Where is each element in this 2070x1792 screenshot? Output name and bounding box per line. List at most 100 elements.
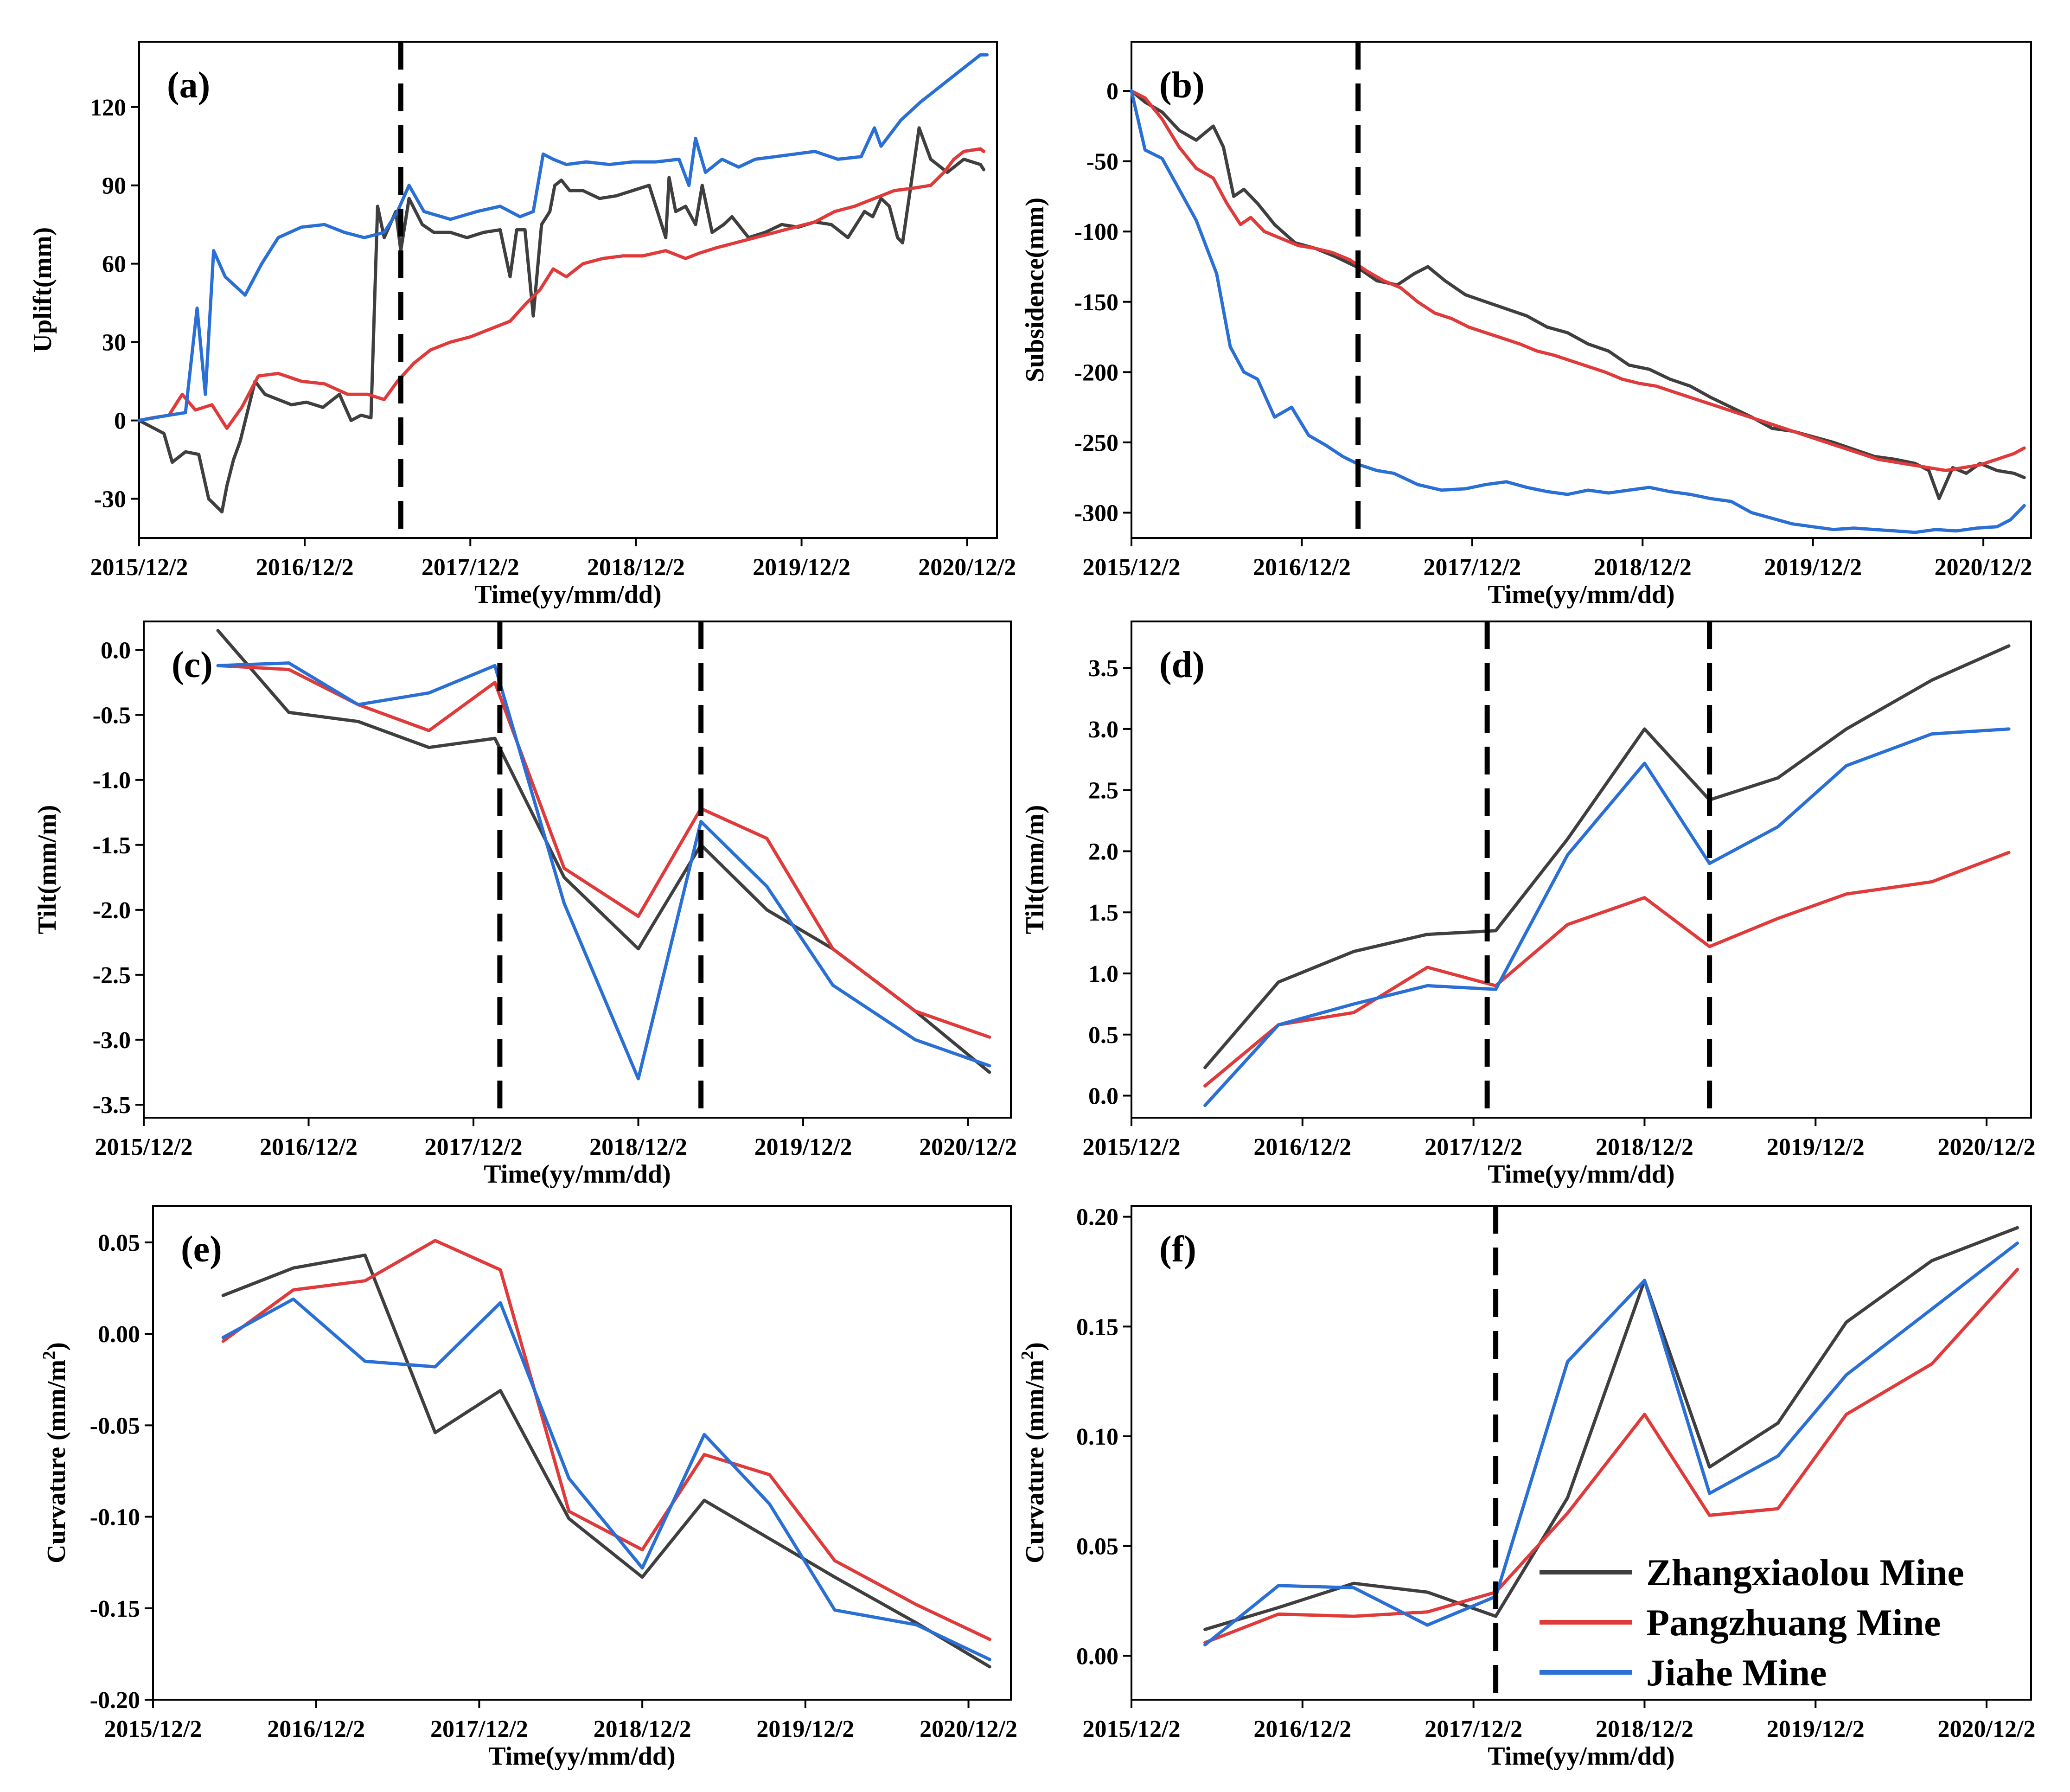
legend-label-zhangxiaolou: Zhangxiaolou Mine [1646, 1551, 1964, 1594]
panel-b: 2015/12/2 2016/12/2 2017/12/2 2018/12/2 2019… [1021, 41, 2032, 609]
series-line-jiahe [137, 53, 989, 422]
y-tick-label: 0.05 [1076, 1534, 1118, 1560]
x-tick-label: 2017/12/2 [430, 1716, 528, 1742]
y-axis-title: Uplift(mm) [28, 227, 57, 353]
legend: Zhangxiaolou Mine Pangzhuang Mine Jiahe Mi… [1540, 1551, 1964, 1694]
series-line-pangzhuang [1130, 89, 2026, 472]
y-tick-label: -0.05 [90, 1413, 140, 1439]
y-tick-label: 0.20 [1076, 1204, 1118, 1231]
y-tick-label: 0.5 [1088, 1022, 1118, 1049]
x-tick-label: 2020/12/2 [919, 1134, 1017, 1160]
y-tick-label: -50 [1086, 149, 1118, 175]
y-tick-label: -150 [1074, 289, 1118, 316]
x-tick-label: 2016/12/2 [1253, 554, 1351, 581]
series-line-zhangxiaolou [1130, 89, 2026, 500]
plot-frame [152, 1205, 1012, 1701]
panel-label: (c) [172, 645, 213, 685]
legend-label-jiahe: Jiahe Mine [1646, 1651, 1827, 1694]
x-tick-label: 2017/12/2 [422, 554, 519, 581]
x-tick-label: 2019/12/2 [1764, 554, 1862, 581]
y-tick-label: 0.15 [1076, 1314, 1118, 1340]
x-tick-label: 2016/12/2 [1253, 1134, 1351, 1160]
x-tick-label: 2018/12/2 [589, 1134, 687, 1160]
panel-e: 2015/12/2 2016/12/2 2017/12/2 2018/12/2 2019… [39, 1205, 1017, 1771]
x-tick-label: 2020/12/2 [1938, 1716, 2036, 1742]
y-tick-label: 90 [102, 173, 126, 199]
x-axis-title: Time(yy/mm/dd) [1488, 1742, 1674, 1771]
x-tick-label: 2018/12/2 [1596, 1134, 1693, 1160]
series-line-pangzhuang [137, 147, 985, 430]
series-line-jiahe [1130, 89, 2026, 534]
y-axis-title-text: Tilt(mm/m) [1021, 805, 1049, 934]
y-tick-label: 2.0 [1088, 838, 1118, 865]
y-tick-label: 3.0 [1088, 717, 1118, 743]
y-axis-title: Subsidence(mm) [1021, 198, 1049, 382]
x-axis-title: Time(yy/mm/dd) [1488, 580, 1674, 609]
x-axis-title: Time(yy/mm/dd) [488, 1742, 675, 1771]
y-axis-title-text: Tilt(mm/m) [33, 805, 62, 934]
series-line-jiahe [216, 661, 991, 1081]
x-tick-label: 2015/12/2 [104, 1716, 202, 1742]
x-tick-label: 2018/12/2 [1596, 1716, 1693, 1742]
y-axis-title-text: Uplift(mm) [28, 227, 57, 353]
y-tick-label: -0.10 [90, 1504, 140, 1531]
x-tick-label: 2019/12/2 [1767, 1134, 1865, 1160]
panel-label: (a) [167, 65, 210, 106]
y-tick-label: -300 [1074, 500, 1118, 526]
plot-frame [143, 621, 1012, 1119]
y-tick-label: -1.0 [93, 768, 131, 794]
x-axis-title: Time(yy/mm/dd) [484, 1160, 671, 1189]
y-axis-title-suffix: ) [1021, 1342, 1049, 1351]
panel-label: (b) [1159, 65, 1205, 106]
x-tick-label: 2016/12/2 [1253, 1716, 1351, 1742]
plot-frame [1131, 41, 2032, 539]
panel-d: 2015/12/2 2016/12/2 2017/12/2 2018/12/2 2019… [1021, 621, 2036, 1189]
panel-c: 2015/12/2 2016/12/2 2017/12/2 2018/12/2 2019… [33, 621, 1017, 1189]
plot-frame [1131, 1205, 2032, 1701]
y-axis-title-superscript: 2 [39, 1351, 59, 1360]
y-axis-title: Curvature (mm/m2) [39, 1342, 71, 1563]
y-tick-label: -30 [94, 486, 126, 513]
x-tick-label: 2017/12/2 [1423, 554, 1521, 581]
y-tick-label: 30 [102, 330, 126, 356]
x-tick-label: 2018/12/2 [1594, 554, 1692, 581]
y-tick-label: -0.20 [90, 1687, 140, 1714]
x-tick-label: 2017/12/2 [1425, 1134, 1522, 1160]
x-tick-label: 2015/12/2 [1083, 1134, 1181, 1160]
x-tick-label: 2020/12/2 [920, 1716, 1017, 1742]
panel-a: 2015/12/2 2016/12/2 2017/12/2 2018/12/2 2019… [28, 41, 1016, 609]
y-tick-label: -200 [1074, 359, 1118, 386]
y-tick-label: 0.0 [1088, 1083, 1118, 1110]
y-tick-label: -3.5 [93, 1092, 131, 1119]
x-tick-label: 2019/12/2 [1767, 1716, 1865, 1742]
y-axis-title-superscript: 2 [1018, 1351, 1037, 1360]
plot-frame [1131, 621, 2032, 1119]
y-tick-label: -2.5 [93, 962, 131, 989]
y-tick-label: 0.05 [98, 1230, 140, 1256]
x-tick-label: 2015/12/2 [90, 554, 188, 581]
x-tick-label: 2017/12/2 [425, 1134, 523, 1160]
y-tick-label: 0 [114, 408, 126, 435]
panel-label: (e) [181, 1229, 222, 1270]
series-line-jiahe [1203, 1242, 2019, 1647]
series-line-pangzhuang [221, 1239, 991, 1641]
y-tick-label: 0.10 [1076, 1424, 1118, 1450]
y-tick-label: 0.00 [1076, 1643, 1118, 1670]
y-axis-title-text: Curvature (mm/m [1021, 1360, 1049, 1563]
x-tick-label: 2020/12/2 [1938, 1134, 2036, 1160]
x-tick-label: 2020/12/2 [1935, 554, 2032, 581]
y-tick-label: 0.00 [98, 1321, 140, 1348]
y-tick-label: 0 [1106, 78, 1118, 105]
y-axis-title-suffix: ) [42, 1342, 71, 1351]
y-tick-label: 0.0 [101, 638, 131, 664]
x-tick-label: 2015/12/2 [1083, 554, 1181, 581]
y-axis-title: Tilt(mm/m) [33, 805, 62, 934]
y-tick-label: 3.5 [1088, 655, 1118, 682]
y-tick-label: -100 [1074, 219, 1118, 245]
panel-label: (f) [1159, 1229, 1196, 1270]
x-tick-label: 2019/12/2 [756, 1716, 854, 1742]
series-line-jiahe [221, 1297, 991, 1661]
series-line-pangzhuang [1203, 851, 2011, 1088]
x-tick-label: 2015/12/2 [1083, 1716, 1181, 1742]
